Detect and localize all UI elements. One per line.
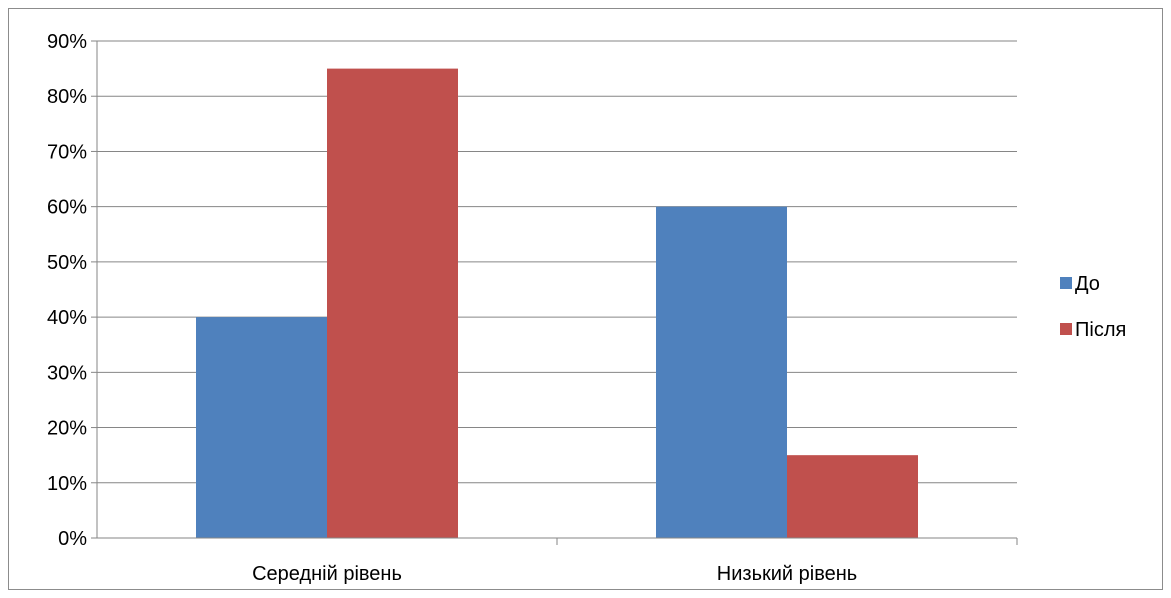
tick-labels: 0% 10% 20% 30% 40% 50% 60% 70% 80% 90% Середній рі… (47, 31, 857, 585)
legend: До Після (1060, 273, 1126, 341)
bar (196, 317, 327, 538)
y-tick-label: 70% (47, 141, 87, 163)
y-tick-label: 30% (47, 362, 87, 384)
legend-label: Після (1075, 319, 1126, 341)
bar (787, 455, 918, 538)
x-tick-label: Низький рівень (717, 563, 857, 585)
y-tick-label: 40% (47, 307, 87, 329)
y-tick-label: 10% (47, 473, 87, 495)
y-tick-label: 80% (47, 86, 87, 108)
y-tick-label: 60% (47, 197, 87, 219)
x-tick-label: Середній рівень (252, 563, 402, 585)
legend-label: До (1075, 273, 1100, 295)
legend-swatch (1060, 323, 1072, 335)
y-tick-label: 20% (47, 418, 87, 440)
bar (327, 68, 458, 538)
legend-swatch (1060, 277, 1072, 289)
y-tick-label: 0% (58, 528, 87, 550)
axes (91, 40, 1018, 545)
bars (196, 68, 918, 538)
y-tick-label: 90% (47, 31, 87, 53)
y-tick-label: 50% (47, 252, 87, 274)
bar (656, 206, 787, 538)
